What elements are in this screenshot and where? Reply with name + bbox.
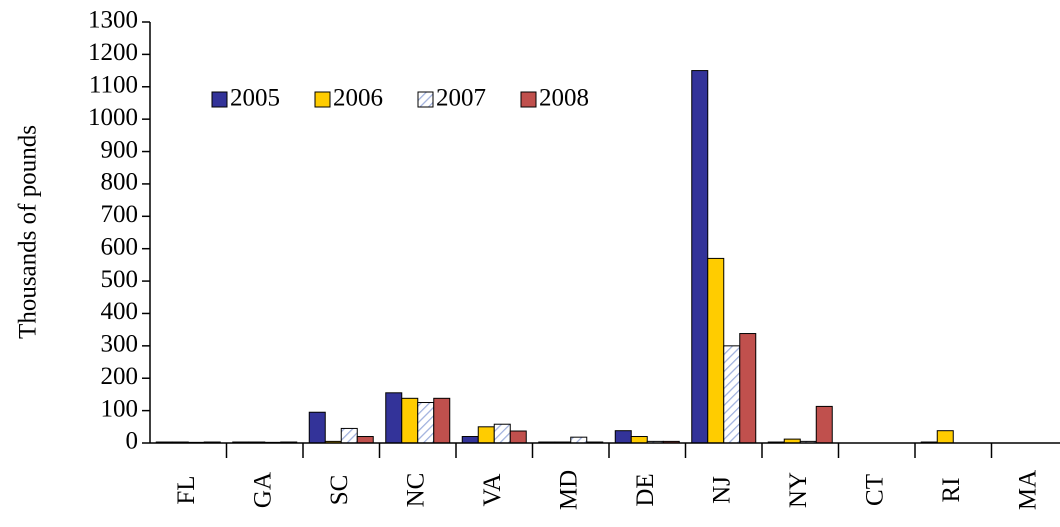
y-axis-label: Thousands of pounds bbox=[15, 125, 42, 339]
bar bbox=[417, 402, 435, 444]
legend-label: 2008 bbox=[539, 85, 589, 112]
bar bbox=[385, 392, 403, 444]
y-tick-label: 800 bbox=[101, 169, 139, 196]
x-tick-label: MD bbox=[555, 470, 582, 510]
legend-label: 2006 bbox=[333, 85, 383, 112]
bar bbox=[308, 411, 326, 444]
x-tick-label: SC bbox=[326, 475, 353, 506]
bar bbox=[461, 436, 479, 444]
x-tick-label: DE bbox=[632, 473, 659, 506]
bar bbox=[614, 430, 632, 444]
y-tick-label: 100 bbox=[101, 395, 139, 422]
y-tick-label: 500 bbox=[101, 266, 139, 293]
y-tick-label: 1100 bbox=[89, 72, 138, 99]
bar bbox=[707, 257, 725, 444]
bar bbox=[340, 427, 358, 444]
x-tick-label: VA bbox=[479, 474, 506, 507]
y-tick-label: 0 bbox=[126, 428, 139, 455]
bar bbox=[570, 436, 588, 444]
x-tick-label: MA bbox=[1014, 470, 1041, 510]
legend-swatch bbox=[417, 91, 434, 108]
bar bbox=[493, 423, 511, 444]
y-tick-label: 1000 bbox=[88, 104, 138, 131]
bar bbox=[739, 333, 757, 444]
y-tick-label: 600 bbox=[101, 233, 139, 260]
legend-label: 2005 bbox=[230, 85, 280, 112]
bar bbox=[691, 70, 709, 444]
legend-swatch bbox=[314, 91, 331, 108]
legend-swatch bbox=[211, 91, 228, 108]
bar bbox=[723, 345, 741, 444]
x-tick-label: NJ bbox=[708, 476, 735, 504]
bar bbox=[477, 426, 495, 444]
y-tick-label: 200 bbox=[101, 363, 139, 390]
x-tick-label: NC bbox=[402, 473, 429, 508]
y-tick-label: 1300 bbox=[88, 7, 138, 34]
x-tick-label: RI bbox=[938, 478, 965, 503]
bar bbox=[356, 436, 374, 444]
y-tick-label: 700 bbox=[101, 201, 139, 228]
bar bbox=[936, 430, 954, 444]
bar bbox=[433, 397, 451, 444]
y-tick-label: 900 bbox=[101, 136, 139, 163]
legend-swatch bbox=[520, 91, 537, 108]
bar bbox=[815, 405, 833, 444]
y-tick-label: 1200 bbox=[88, 39, 138, 66]
x-tick-label: GA bbox=[249, 472, 276, 508]
x-tick-label: NY bbox=[785, 472, 812, 508]
bar bbox=[630, 436, 648, 444]
legend-label: 2007 bbox=[436, 85, 486, 112]
x-tick-label: FL bbox=[173, 475, 200, 504]
bar bbox=[401, 397, 419, 444]
y-tick-label: 300 bbox=[101, 331, 139, 358]
x-tick-label: CT bbox=[861, 474, 888, 506]
y-tick-label: 400 bbox=[101, 298, 139, 325]
bar bbox=[509, 430, 527, 444]
